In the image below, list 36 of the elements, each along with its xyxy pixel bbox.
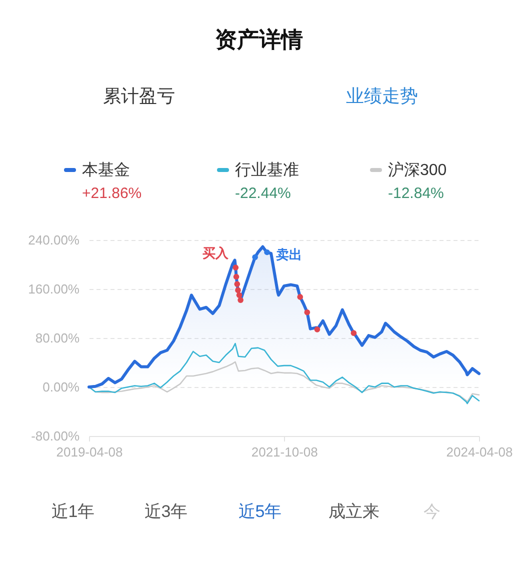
text: +21.86% <box>82 185 142 202</box>
x-tick-label: 2024-04-08 <box>446 444 513 460</box>
legend-label: 本基金 <box>82 161 130 179</box>
y-tick-label: 240.00% <box>28 232 80 248</box>
text: 近1年 <box>51 502 95 521</box>
text: 累计盈亏 <box>103 86 175 106</box>
x-tick-label: 2021-10-08 <box>251 444 318 460</box>
point <box>304 309 310 316</box>
y-tick-label: -80.00% <box>31 428 80 444</box>
legend-label: 行业基准 <box>235 161 299 179</box>
series-label: 卖出 <box>276 247 302 262</box>
point <box>297 294 304 300</box>
point <box>236 292 242 298</box>
legend-label: 沪深300 <box>388 161 447 179</box>
point <box>235 287 241 294</box>
chart-title: 资产详情 <box>215 27 303 52</box>
point <box>350 330 357 336</box>
text: 近5年 <box>238 502 282 521</box>
text: 成立来 <box>328 502 380 521</box>
point <box>238 297 244 303</box>
line-series <box>88 342 480 404</box>
point <box>233 274 240 280</box>
series-label: 买入 <box>202 246 230 261</box>
point <box>264 249 270 256</box>
y-tick-label: 80.00% <box>35 330 80 346</box>
text: -22.44% <box>235 185 291 202</box>
point <box>314 326 320 332</box>
y-tick-label: 160.00% <box>28 282 80 296</box>
point <box>234 281 240 288</box>
point <box>252 254 258 260</box>
y-tick-label: 0.00% <box>42 380 80 394</box>
x-tick-label: 2019-04-08 <box>56 444 123 460</box>
text: 业绩走势 <box>346 86 418 106</box>
point <box>232 264 239 270</box>
text: 近3年 <box>144 502 188 521</box>
text: -12.84% <box>388 185 444 202</box>
